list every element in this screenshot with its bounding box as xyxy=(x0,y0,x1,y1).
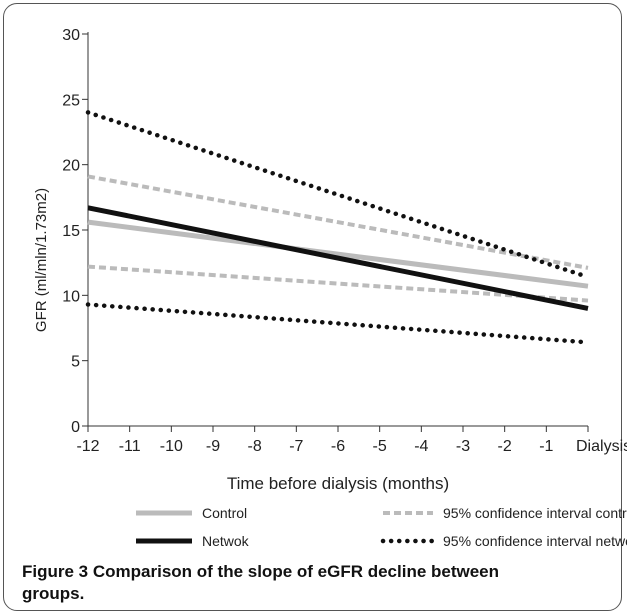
x-tick-label: -4 xyxy=(414,438,428,455)
x-tick-label: -7 xyxy=(289,438,303,455)
y-tick-label: 30 xyxy=(62,27,80,44)
caption-text: Comparison of the slope of eGFR decline … xyxy=(22,562,500,603)
y-tick-label: 25 xyxy=(62,92,80,109)
legend-label: Control xyxy=(202,505,247,521)
x-tick-label: -2 xyxy=(498,438,512,455)
x-tick-label: -9 xyxy=(206,438,220,455)
series-line xyxy=(87,219,589,289)
y-tick-label: 20 xyxy=(62,158,80,175)
x-tick-label: -1 xyxy=(539,438,553,455)
series-layer xyxy=(85,110,591,345)
legend-label: Netwok xyxy=(202,533,250,549)
y-tick-label: 5 xyxy=(71,354,80,371)
y-tick-label: 0 xyxy=(71,419,80,436)
series-line xyxy=(87,174,589,270)
x-tick-label: -8 xyxy=(248,438,262,455)
series-line xyxy=(85,302,591,345)
x-tick-label: -3 xyxy=(456,438,470,455)
x-axis-label: Time before dialysis (months) xyxy=(227,474,449,493)
y-axis-label: GFR (ml/mln/1.73m2) xyxy=(33,188,50,332)
x-tick-label: -5 xyxy=(373,438,387,455)
figure-frame xyxy=(3,3,622,611)
x-tick-label: -12 xyxy=(76,438,99,455)
series-line xyxy=(85,110,591,280)
x-tick-label: -6 xyxy=(331,438,345,455)
line-chart: 0 5 10 15 20 25 30 -12 -11 -10 -9 -8 -7 -6 -5 -4 -3 -2 -1 D… xyxy=(33,27,627,549)
axes: 0 5 10 15 20 25 30 -12 -11 -10 -9 -8 -7 -6 -5 -4 -3 -2 -1 D… xyxy=(62,27,627,455)
series-line xyxy=(87,205,589,311)
legend: Control 95% confidence interval control Ne… xyxy=(136,505,627,549)
x-tick-label: Dialysis xyxy=(576,438,627,455)
y-tick-label: 10 xyxy=(62,288,80,305)
legend-label: 95% confidence interval control xyxy=(443,505,627,521)
figure-caption: Figure 3 Comparison of the slope of eGFR… xyxy=(22,561,542,605)
series-line xyxy=(87,264,589,303)
x-tick-label: -11 xyxy=(119,438,141,455)
legend-label: 95% confidence interval network xyxy=(443,533,627,549)
caption-label: Figure 3 xyxy=(22,562,89,581)
x-tick-label: -10 xyxy=(160,438,183,455)
y-tick-label: 15 xyxy=(62,223,80,240)
